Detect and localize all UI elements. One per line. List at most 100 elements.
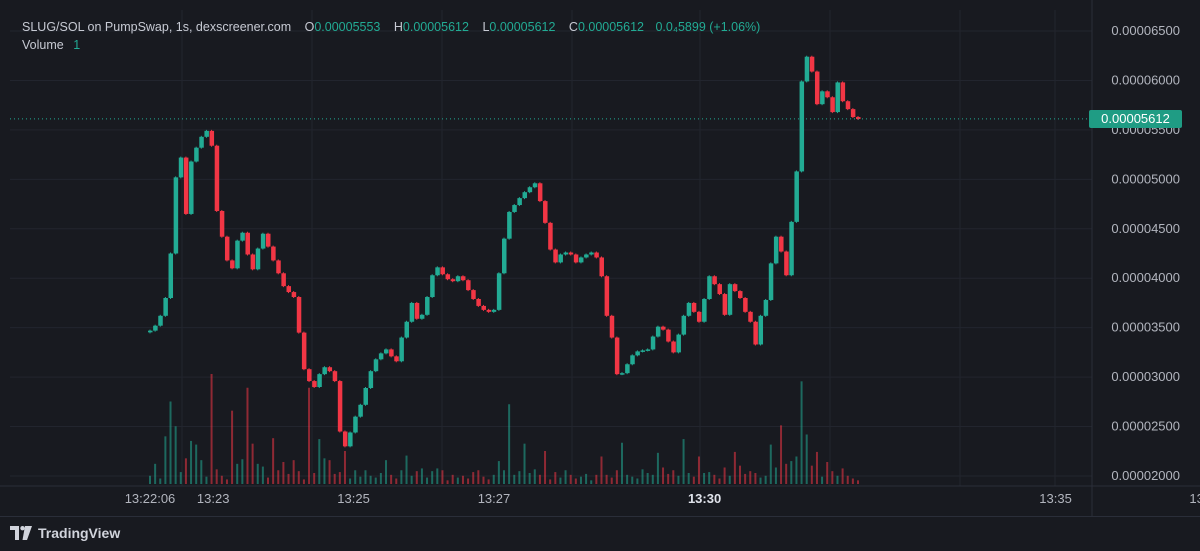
volume-bar (149, 475, 151, 484)
candle (502, 238, 507, 274)
candle (286, 286, 292, 293)
volume-bar (703, 473, 706, 484)
tradingview-logo[interactable]: TradingView (10, 525, 120, 541)
ohlc-row: SLUG/SOL on PumpSwap, 1s, dexscreener.co… (22, 18, 760, 36)
volume-bar (723, 467, 726, 484)
volume-bar (318, 439, 321, 484)
candle (578, 257, 584, 263)
candle (517, 198, 522, 206)
candle (676, 334, 681, 353)
volume-bar (487, 479, 490, 484)
candle (594, 252, 599, 258)
candle (773, 236, 779, 264)
candle (825, 91, 830, 98)
volume-bar (605, 474, 608, 484)
candle (738, 291, 743, 298)
volume-bar (621, 442, 623, 484)
close-value: 0.00005612 (577, 20, 644, 34)
candle (856, 117, 861, 120)
volume-bar (831, 471, 834, 484)
volume-bar (451, 474, 454, 484)
candle (260, 233, 266, 249)
candle (312, 381, 317, 387)
candle (707, 276, 712, 299)
low-value: 0.00005612 (489, 20, 556, 34)
candle (255, 248, 261, 270)
volume-bar (467, 478, 470, 484)
candle (368, 371, 374, 388)
volume-bar (215, 469, 218, 484)
candle (204, 130, 209, 137)
volume-bar (585, 473, 588, 484)
volume-bar (456, 477, 459, 484)
volume-bar (220, 475, 223, 484)
volume-bar (379, 473, 382, 484)
candle (419, 314, 425, 319)
volume-bar (569, 474, 572, 484)
volume-bar (497, 461, 500, 484)
candle (404, 321, 410, 338)
volume-bar (841, 468, 844, 484)
close-label: C (568, 20, 578, 34)
candle (173, 177, 179, 254)
volume-bar (354, 470, 357, 484)
volume-bar (774, 467, 777, 484)
open-value: 0.00005553 (314, 20, 381, 34)
volume-bar (708, 472, 711, 484)
price-chart[interactable]: 0.000065000.000060000.000055000.00005000… (0, 0, 1200, 516)
volume-bar (857, 480, 859, 484)
candle (599, 257, 604, 277)
candle (655, 326, 661, 337)
volume-label: Volume (22, 38, 64, 52)
volume-bar (415, 471, 418, 484)
y-tick-label: 0.00006500 (1111, 23, 1180, 38)
volume-bar (205, 476, 208, 484)
candle (850, 109, 856, 118)
volume-bar (523, 443, 526, 484)
high-value: 0.00005612 (402, 20, 469, 34)
brand-name: TradingView (38, 525, 121, 541)
volume-bar (369, 475, 372, 484)
volume-bar (200, 460, 203, 484)
candle (645, 349, 651, 351)
candle (532, 183, 538, 188)
candle (784, 251, 789, 276)
candle (604, 276, 610, 316)
candle (507, 211, 512, 239)
x-tick-label: 13:27 (478, 491, 511, 506)
volume-bar (410, 475, 413, 484)
volume-bar (343, 451, 346, 484)
candle (363, 387, 368, 405)
candle (291, 292, 297, 298)
candle (681, 315, 687, 335)
candle (378, 353, 384, 360)
volume-bar (159, 478, 162, 484)
volume-bar (333, 473, 336, 484)
volume-bar (626, 474, 629, 484)
volume-bar (477, 470, 480, 484)
candle (163, 298, 168, 316)
candle (358, 404, 363, 417)
candle (327, 367, 333, 372)
volume-bar (472, 472, 475, 484)
candle (573, 254, 579, 263)
candle (168, 253, 174, 298)
volume-bar (780, 425, 783, 484)
volume-bar (461, 475, 464, 484)
x-tick-label: 13:25 (337, 491, 370, 506)
volume-bar (277, 470, 280, 484)
volume-row: Volume 1 (22, 36, 760, 54)
candle (450, 279, 456, 282)
candle (219, 210, 225, 237)
volume-bar (308, 387, 311, 484)
candle (199, 136, 204, 148)
candle (671, 341, 676, 353)
candle (425, 297, 430, 315)
candle (194, 147, 199, 162)
candle (558, 254, 563, 263)
candle (348, 432, 353, 447)
candle (553, 249, 558, 263)
candle (845, 101, 851, 110)
volume-bar (436, 468, 439, 484)
